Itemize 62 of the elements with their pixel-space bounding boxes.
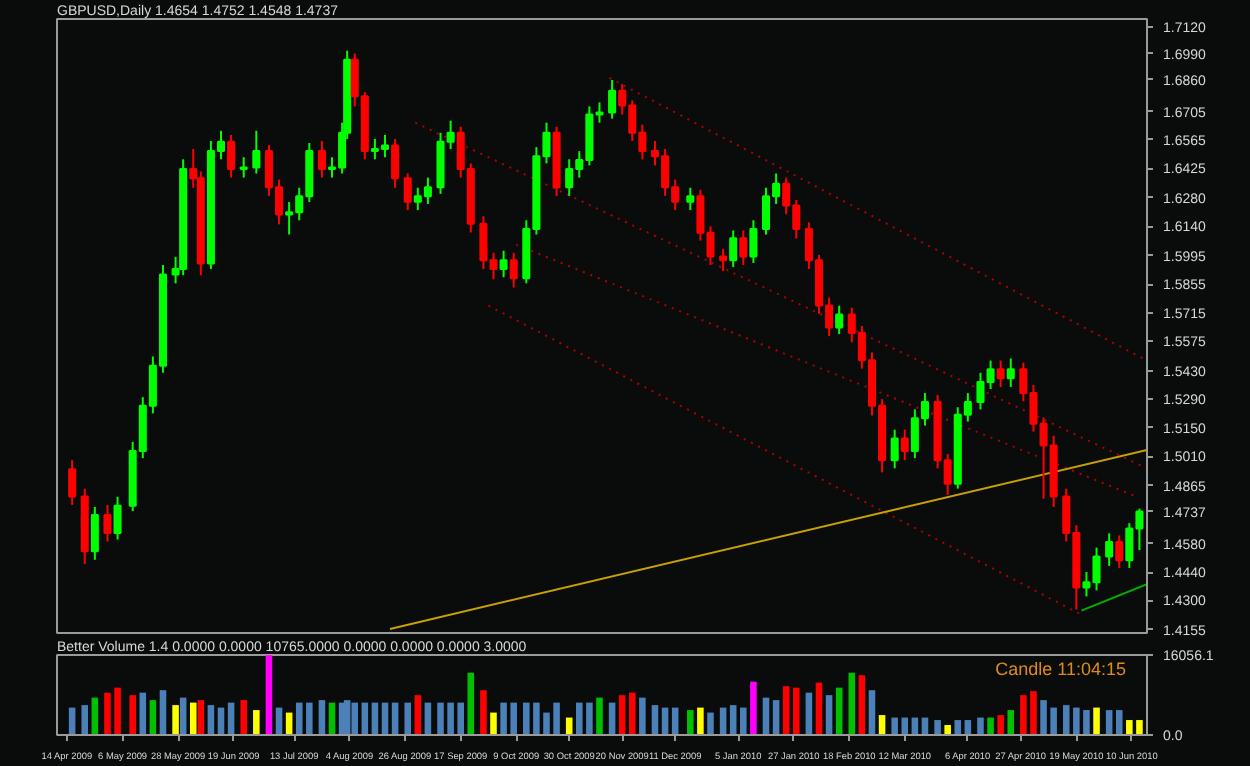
bar xyxy=(1007,710,1015,735)
bar xyxy=(265,655,273,735)
bar xyxy=(750,681,757,735)
bar xyxy=(977,717,984,735)
candlestick xyxy=(1115,534,1124,569)
bar xyxy=(782,686,790,735)
bar xyxy=(697,707,704,735)
bar xyxy=(480,690,487,735)
candlestick xyxy=(499,249,508,279)
candlestick xyxy=(90,505,99,561)
bar xyxy=(172,705,179,735)
bar xyxy=(858,675,866,735)
candlestick xyxy=(729,229,738,269)
bar xyxy=(629,692,636,735)
candlestick xyxy=(900,428,909,462)
candlestick xyxy=(739,229,748,267)
annotation: Candle 11:04:15 xyxy=(995,659,1127,679)
candlestick xyxy=(719,247,728,273)
bar xyxy=(596,697,603,735)
bar xyxy=(1093,707,1100,735)
candlestick xyxy=(103,503,112,543)
bar xyxy=(639,697,646,735)
bar xyxy=(189,702,197,735)
bar xyxy=(618,695,626,735)
candlestick xyxy=(835,304,844,336)
bar xyxy=(707,712,714,735)
candlestick xyxy=(686,186,695,212)
bar xyxy=(868,690,876,735)
bar xyxy=(81,705,89,735)
bar xyxy=(954,720,962,735)
bar xyxy=(351,702,359,735)
candlestick xyxy=(890,428,899,470)
candlestick xyxy=(68,459,77,506)
bar xyxy=(825,695,833,735)
candlestick xyxy=(749,219,758,264)
bar xyxy=(997,715,1004,735)
candlestick xyxy=(509,251,518,289)
bar xyxy=(934,720,941,735)
bar xyxy=(793,687,800,735)
bar xyxy=(687,710,694,735)
bar xyxy=(404,702,411,735)
bar xyxy=(159,690,167,735)
bar xyxy=(987,717,994,735)
candlestick xyxy=(391,137,400,189)
bar xyxy=(253,710,260,735)
candlestick xyxy=(1006,357,1015,388)
candlestick xyxy=(252,129,261,175)
bar xyxy=(740,707,747,735)
bar xyxy=(240,700,247,735)
candlestick xyxy=(227,133,236,179)
candlestick xyxy=(239,156,248,179)
bar xyxy=(129,695,136,735)
candlestick xyxy=(608,78,617,120)
candlestick xyxy=(317,139,326,179)
candlestick xyxy=(403,172,412,212)
bar xyxy=(490,712,497,735)
candlestick xyxy=(113,495,122,541)
candlestick xyxy=(996,359,1005,388)
candlestick xyxy=(1105,532,1114,567)
bar xyxy=(414,695,422,735)
bar xyxy=(944,725,951,735)
bar xyxy=(1115,710,1123,735)
